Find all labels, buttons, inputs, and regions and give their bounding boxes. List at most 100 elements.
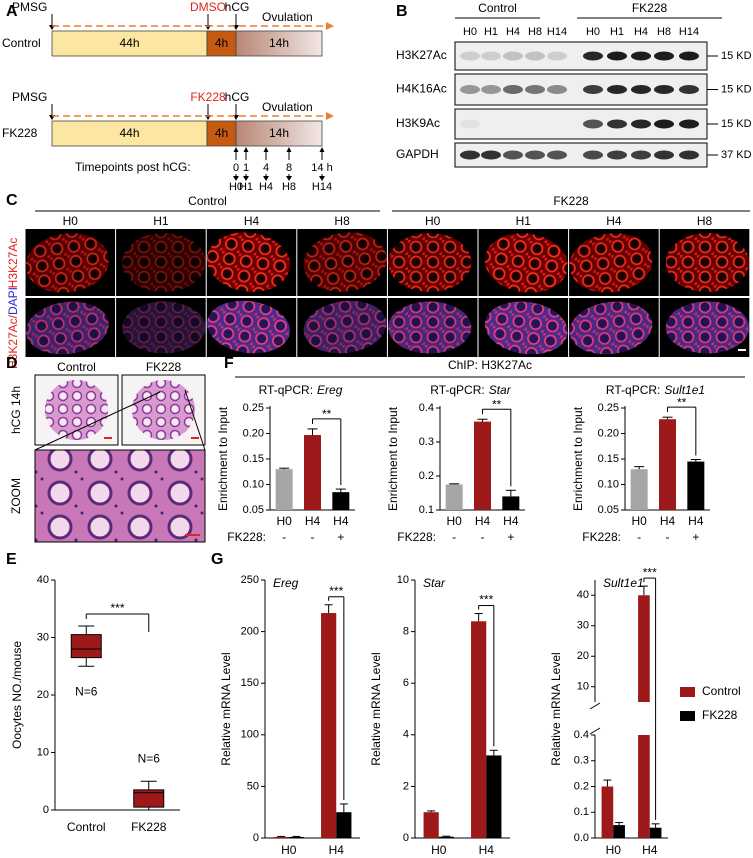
band <box>460 119 480 129</box>
timepoint-label: H1 <box>516 214 532 228</box>
title-prefix: RT-qPCR: <box>430 383 484 397</box>
arrow-head <box>326 22 334 30</box>
tissue <box>25 233 109 293</box>
timepoint-label: H1 <box>153 214 169 228</box>
y-tick-label: 0.4 <box>574 729 589 741</box>
y-tick-label: 30 <box>37 631 49 643</box>
x-tick-label: H4 <box>688 514 704 528</box>
y-tick-label: 0.1 <box>419 504 434 516</box>
tissue <box>122 233 206 292</box>
band <box>583 119 603 129</box>
x-tick-label: H4 <box>660 514 676 528</box>
y-tick-label: 0.25 <box>598 402 619 414</box>
band <box>679 150 699 160</box>
title-gene: Ereg <box>317 383 343 397</box>
timepoint: 1 <box>243 162 249 174</box>
y-tick-label: 0.25 <box>243 402 264 414</box>
y-tick-label: 2 <box>403 780 409 792</box>
x-tick-label: H0 <box>276 514 292 528</box>
tissue <box>207 300 290 354</box>
band <box>481 51 501 61</box>
blot-label: H3K9Ac <box>396 116 440 130</box>
timepoints-label: Timepoints post hCG: <box>75 160 191 174</box>
arrow-head <box>263 176 269 181</box>
x-tick-label: H4 <box>475 514 491 528</box>
significance: ** <box>492 397 502 411</box>
treatment-axis-label: FK228: <box>227 530 266 544</box>
y-tick-label: 6 <box>403 677 409 689</box>
band <box>679 51 699 61</box>
tissue <box>484 233 568 293</box>
band <box>654 51 674 61</box>
x-tick-label: H4 <box>305 514 321 528</box>
timepoint-name: H4 <box>259 181 273 193</box>
treatment-label: + <box>337 530 344 544</box>
y-tick-label: 0.2 <box>574 780 589 792</box>
timepoint-label: H8 <box>334 214 350 228</box>
band <box>631 150 651 160</box>
y-tick-label: 0.4 <box>419 402 434 414</box>
tissue <box>484 301 568 355</box>
band <box>525 150 545 160</box>
y-tick-label: 0 <box>43 804 49 816</box>
x-tick-label: H4 <box>479 843 495 857</box>
significance: ** <box>677 395 687 409</box>
group-label: Control <box>478 1 517 15</box>
size-label: 15 KD <box>721 50 752 62</box>
timepoint-label: H4 <box>244 214 260 228</box>
timepoint-label: H0 <box>425 214 441 228</box>
row-label: Control <box>2 36 41 50</box>
y-tick-label: 0 <box>403 832 409 844</box>
band <box>547 85 567 94</box>
y-tick-label: 0.0 <box>574 832 589 844</box>
y-tick-label: 0.10 <box>598 478 619 490</box>
pmsg-label: PMSG <box>12 90 47 104</box>
blot-label: H4K16Ac <box>396 82 447 96</box>
y-tick-label: 30 <box>577 620 589 632</box>
bar <box>288 836 304 838</box>
bar <box>304 435 321 510</box>
x-tick-label: FK228 <box>131 820 167 834</box>
bar <box>336 812 352 838</box>
lane-label: H4 <box>506 26 520 38</box>
treatment-axis-label: FK228: <box>397 530 436 544</box>
legend-label: FK228 <box>702 708 738 722</box>
hcg-label: hCG <box>225 90 250 104</box>
band <box>583 150 603 160</box>
arrow-head <box>243 147 249 152</box>
treatment-label: - <box>481 530 485 544</box>
band <box>631 85 651 94</box>
y-tick-label: 0.15 <box>598 453 619 465</box>
significance: *** <box>110 601 124 615</box>
tissue <box>665 301 750 354</box>
panel-label: C <box>6 192 18 209</box>
y-tick-label: 50 <box>247 780 259 792</box>
duration-label: 44h <box>119 36 139 50</box>
stain-label: H3K27Ac/DAPI <box>6 287 20 369</box>
band <box>654 119 674 129</box>
timepoint-label: H4 <box>606 214 622 228</box>
title-gene: Star <box>489 383 512 397</box>
y-tick-label: 40 <box>37 574 49 586</box>
blot-label: H3K27Ac <box>396 48 447 62</box>
y-tick-label: 10 <box>397 574 409 586</box>
y-tick-label: 10 <box>577 681 589 693</box>
x-tick-label: H0 <box>431 843 447 857</box>
bar <box>659 419 676 510</box>
stain-part: H3K27Ac/ <box>6 314 20 369</box>
band <box>525 85 545 94</box>
timepoint-name: H8 <box>282 181 296 193</box>
row-label: ZOOM <box>9 478 23 514</box>
treatment-label: - <box>311 530 315 544</box>
treatment-label: + <box>507 530 514 544</box>
stain-label: H3K27Ac <box>6 238 20 289</box>
chart-title: Sult1e1 <box>603 576 644 590</box>
band <box>481 150 501 160</box>
tissue <box>131 380 196 440</box>
chart-title: Ereg <box>273 576 299 590</box>
y-tick-label: 150 <box>241 677 259 689</box>
bar <box>601 786 614 838</box>
duration-bar <box>235 120 323 147</box>
zoom-line <box>34 391 161 451</box>
tissue <box>388 301 472 354</box>
